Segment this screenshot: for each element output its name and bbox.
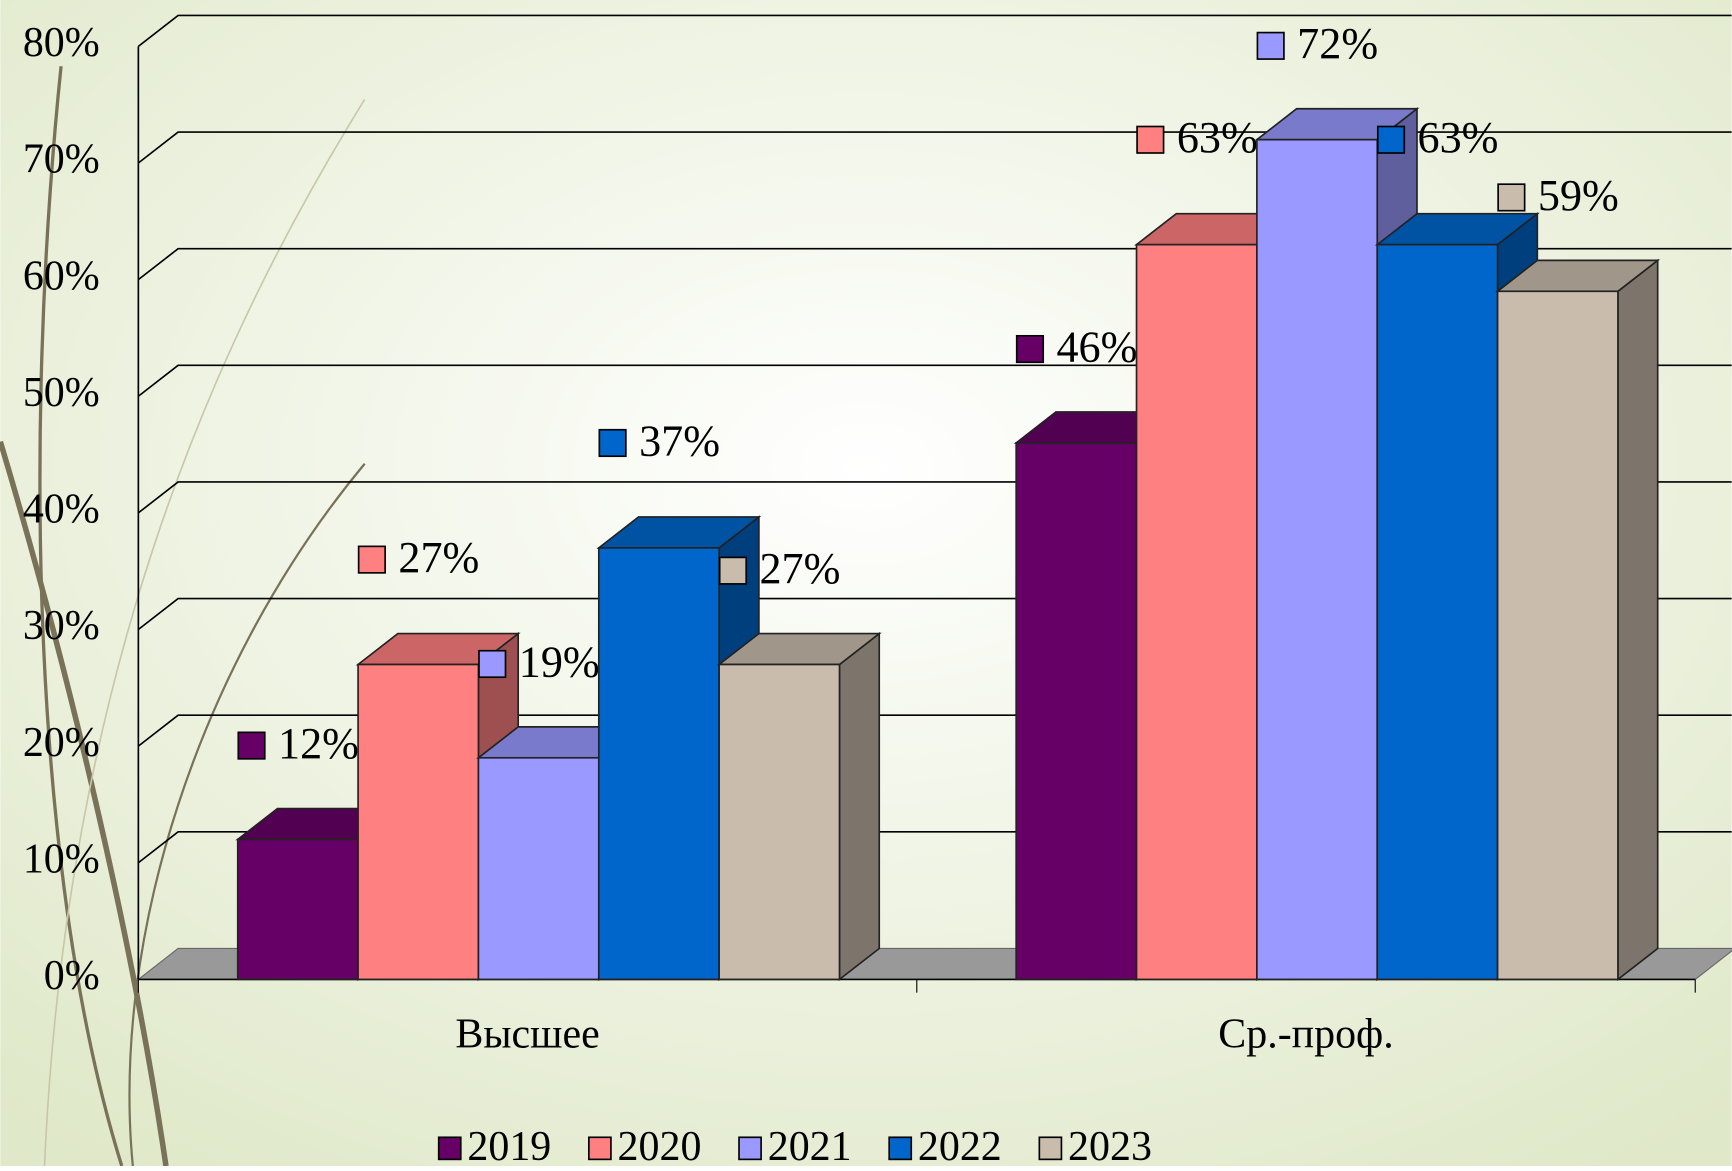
data-label: 63% [1418, 113, 1499, 162]
bar [236, 838, 359, 981]
bar [597, 547, 720, 981]
data-label: 27% [398, 533, 479, 582]
legend-label: 2020 [618, 1124, 702, 1166]
y-tick-label: 60% [23, 253, 100, 299]
legend-label: 2022 [918, 1124, 1002, 1166]
data-label: 72% [1297, 19, 1378, 68]
bar [1496, 290, 1619, 981]
decoration [0, 66, 366, 1167]
legend-key [588, 1136, 612, 1161]
grid-line [137, 14, 1732, 48]
y-tick-label: 50% [23, 370, 100, 416]
data-label: 27% [759, 544, 840, 593]
label-key [718, 556, 748, 585]
legend-key [437, 1136, 462, 1161]
label-key [1015, 334, 1045, 364]
y-tick-label: 70% [23, 137, 100, 183]
bar [1376, 243, 1499, 981]
legend-label: 2019 [467, 1124, 551, 1166]
grid-line [137, 131, 1732, 164]
y-tick-label: 0% [44, 953, 100, 999]
label-key [1256, 31, 1285, 60]
bar-side [838, 631, 881, 982]
y-tick-label: 20% [23, 720, 100, 766]
legend-label: 2021 [768, 1124, 852, 1166]
bar [477, 756, 600, 981]
label-key [598, 428, 627, 458]
data-label: 63% [1177, 113, 1258, 162]
bar [1135, 243, 1258, 981]
data-label: 46% [1056, 322, 1137, 371]
bar-side [1617, 258, 1659, 982]
label-key [1376, 125, 1406, 154]
label-key [478, 649, 507, 679]
y-tick-label: 40% [23, 487, 100, 533]
legend-key [738, 1136, 762, 1161]
y-tick-label: 10% [23, 836, 100, 882]
bar [357, 663, 480, 981]
label-key [1136, 125, 1165, 154]
y-tick-label: 30% [23, 603, 100, 649]
data-label: 59% [1538, 171, 1619, 220]
data-label: 37% [639, 416, 720, 465]
legend-key [888, 1136, 913, 1161]
y-tick-label: 80% [23, 20, 100, 66]
x-tick-label: Ср.-проф. [1218, 1012, 1393, 1058]
bar [718, 663, 841, 981]
data-label: 19% [519, 637, 600, 686]
legend-label: 2023 [1068, 1124, 1152, 1166]
label-key [1497, 183, 1526, 212]
data-label: 12% [278, 719, 359, 768]
label-key [357, 545, 386, 574]
bar [1015, 442, 1138, 981]
x-tick-label: Высшее [455, 1012, 599, 1058]
label-key [237, 731, 266, 760]
legend-key [1038, 1136, 1063, 1161]
bar [1256, 138, 1379, 981]
